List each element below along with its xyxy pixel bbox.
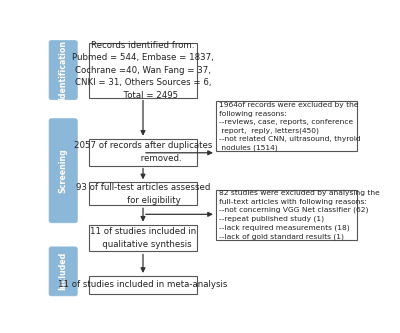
Text: Records identified from:
Pubmed = 544, Embase = 1837,
Cochrane =40, Wan Fang = 3: Records identified from: Pubmed = 544, E… bbox=[72, 41, 214, 100]
Text: 82 studies were excluded by analysing the
full-text articles with following reas: 82 studies were excluded by analysing th… bbox=[219, 190, 380, 239]
FancyBboxPatch shape bbox=[89, 139, 197, 166]
FancyBboxPatch shape bbox=[89, 224, 197, 251]
Text: Screening: Screening bbox=[59, 149, 68, 193]
Text: Included: Included bbox=[59, 252, 68, 290]
FancyBboxPatch shape bbox=[89, 276, 197, 294]
FancyBboxPatch shape bbox=[49, 41, 77, 100]
FancyBboxPatch shape bbox=[49, 247, 77, 296]
FancyBboxPatch shape bbox=[49, 119, 77, 223]
Text: 2057 of records after duplicates
             removed.: 2057 of records after duplicates removed… bbox=[74, 142, 212, 163]
FancyBboxPatch shape bbox=[89, 43, 197, 98]
FancyBboxPatch shape bbox=[89, 182, 197, 205]
FancyBboxPatch shape bbox=[216, 190, 357, 240]
Text: 93 of full-test articles assessed
        for eligibility: 93 of full-test articles assessed for el… bbox=[76, 183, 210, 204]
Text: 11 of studies included in
   qualitative synthesis: 11 of studies included in qualitative sy… bbox=[90, 227, 196, 249]
Text: 11 of studies included in meta-analysis: 11 of studies included in meta-analysis bbox=[58, 280, 228, 289]
FancyBboxPatch shape bbox=[216, 102, 357, 152]
Text: 1964of records were excluded by the
following reasons:
--reviews, case, reports,: 1964of records were excluded by the foll… bbox=[219, 102, 360, 151]
Text: Identification: Identification bbox=[59, 40, 68, 100]
